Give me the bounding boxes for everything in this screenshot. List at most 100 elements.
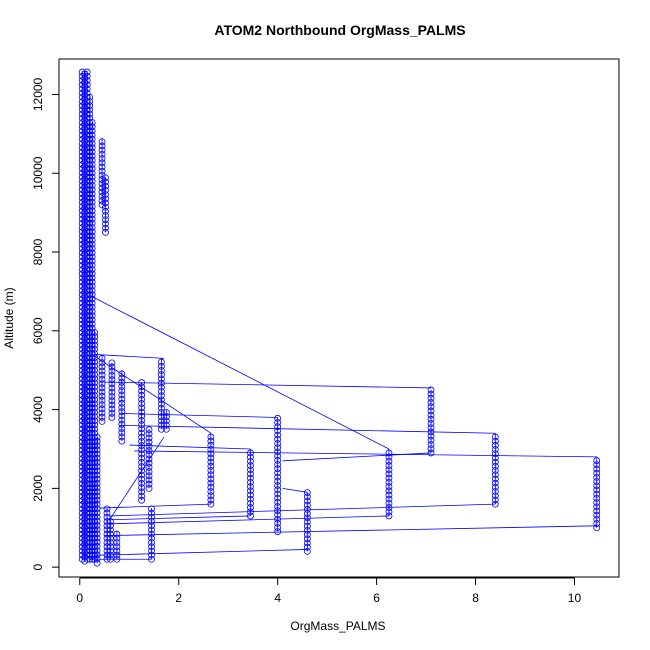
series-connector: [94, 354, 164, 359]
data-point: [385, 495, 393, 503]
data-point: [593, 507, 601, 515]
data-point: [98, 197, 106, 204]
x-tick-label: 0: [76, 591, 83, 605]
data-point: [88, 312, 96, 320]
data-point: [91, 333, 99, 341]
data-point: [593, 465, 601, 473]
data-point: [491, 488, 499, 495]
data-point: [491, 446, 499, 453]
data-point: [385, 474, 393, 482]
data-point: [427, 386, 435, 394]
data-point: [86, 110, 94, 118]
data-point: [88, 173, 96, 181]
data-point: [93, 547, 101, 555]
data-point: [98, 363, 106, 371]
data-point: [93, 480, 101, 487]
data-point: [88, 266, 96, 273]
data-point: [98, 371, 106, 379]
data-point: [274, 435, 282, 443]
data-point: [91, 404, 99, 412]
series-connector: [121, 413, 278, 418]
data-point: [88, 278, 96, 286]
data-point: [303, 531, 311, 538]
data-point: [145, 434, 153, 442]
data-point: [247, 470, 254, 478]
data-point: [145, 472, 153, 480]
data-point: [274, 515, 282, 523]
data-point: [491, 467, 499, 474]
data-point: [158, 367, 165, 374]
data-point: [162, 409, 170, 416]
data-point: [247, 478, 254, 486]
data-point: [88, 182, 96, 189]
data-point: [118, 420, 126, 428]
data-point: [86, 98, 94, 105]
data-point: [102, 195, 109, 203]
y-axis-label: Altitude (m): [2, 287, 16, 348]
data-point: [427, 394, 435, 402]
data-point: [138, 387, 146, 395]
y-tick-label: 12000: [31, 77, 45, 111]
data-point: [118, 399, 126, 407]
data-point: [108, 393, 116, 400]
data-point: [108, 380, 116, 388]
data-point: [91, 387, 99, 395]
data-point: [148, 530, 155, 538]
data-point: [88, 169, 96, 177]
data-point: [145, 438, 153, 446]
data-point: [427, 428, 435, 436]
data-point: [138, 433, 146, 441]
data-point: [158, 375, 165, 383]
data-point: [93, 475, 101, 483]
data-point: [118, 404, 126, 411]
data-point: [118, 429, 126, 437]
data-point: [103, 547, 111, 555]
data-point: [88, 253, 96, 261]
data-point: [274, 440, 282, 447]
data-point: [88, 295, 96, 303]
data-point: [93, 467, 101, 475]
data-point: [274, 452, 282, 460]
data-point: [108, 397, 116, 405]
data-point: [158, 383, 165, 391]
data-point: [88, 274, 96, 282]
data-point: [247, 508, 254, 516]
data-point: [118, 437, 126, 445]
data-point: [593, 478, 601, 485]
data-point: [102, 216, 109, 224]
data-point: [385, 499, 393, 507]
data-point: [88, 316, 96, 324]
series-connector: [104, 515, 251, 521]
data-point: [98, 376, 106, 383]
data-point: [491, 496, 499, 504]
data-point: [138, 496, 146, 504]
series-connector-lines: [81, 70, 598, 564]
series-connector: [104, 525, 597, 537]
data-point: [303, 510, 311, 517]
data-point: [91, 341, 99, 349]
data-point: [107, 547, 114, 555]
data-point: [427, 441, 435, 448]
data-point: [93, 438, 101, 445]
data-point: [385, 483, 393, 490]
data-point: [274, 498, 282, 506]
data-point: [88, 287, 96, 294]
data-point: [148, 547, 155, 555]
data-point: [103, 530, 111, 538]
data-point: [93, 484, 101, 492]
data-point: [88, 211, 96, 219]
series-connector: [99, 381, 432, 389]
data-point: [303, 497, 311, 505]
data-point: [138, 416, 146, 424]
data-point: [593, 457, 601, 464]
data-point: [274, 511, 282, 519]
data-point: [427, 420, 435, 427]
data-point: [88, 190, 96, 198]
data-point: [98, 163, 106, 171]
data-point: [148, 534, 155, 542]
data-point: [107, 526, 114, 534]
data-point: [93, 459, 101, 466]
data-point: [93, 433, 101, 441]
data-point: [98, 359, 106, 367]
data-point: [274, 419, 282, 426]
